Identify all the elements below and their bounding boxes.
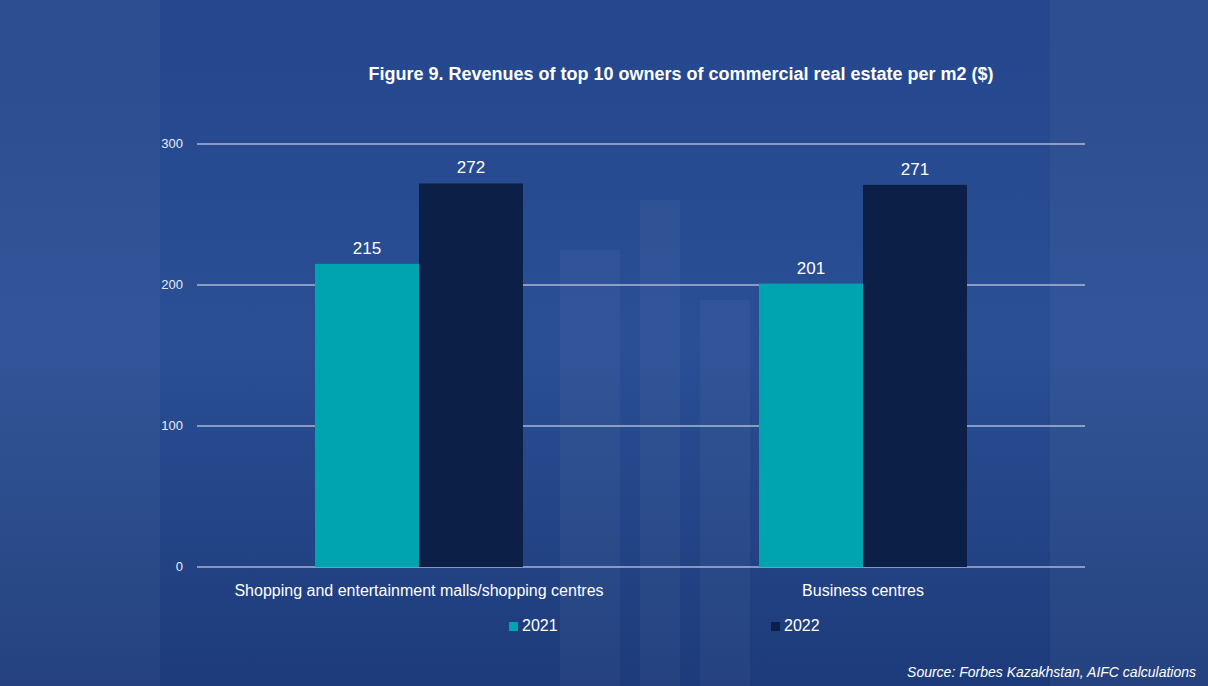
text-line: Shopping and entertainment malls/shoppin… — [234, 582, 603, 599]
bar — [419, 183, 523, 567]
text-line: Figure 9. Revenues of top 10 owners of c… — [368, 64, 993, 84]
data-label: 272 — [457, 158, 485, 177]
grid-line — [197, 144, 1085, 145]
background-building — [1050, 0, 1208, 686]
legend-swatch — [771, 622, 780, 631]
data-label: 271 — [901, 160, 929, 179]
legend-swatch — [509, 622, 518, 631]
bar — [315, 264, 419, 567]
y-tick-label: 200 — [161, 277, 183, 292]
bar — [863, 185, 967, 567]
legend-label: 2022 — [784, 617, 820, 634]
title: Figure 9. Revenues of top 10 owners of c… — [368, 64, 993, 84]
background-building — [0, 0, 160, 686]
data-labels: 215 201 272 271 — [353, 158, 929, 277]
data-label: 215 — [353, 239, 381, 258]
x-tick-label: Shopping and entertainment malls/shoppin… — [234, 582, 603, 599]
legend-label: 2021 — [522, 617, 558, 634]
y-tick-label: 300 — [161, 136, 183, 151]
data-label: 201 — [797, 259, 825, 278]
y-tick-label: 100 — [161, 418, 183, 433]
background — [0, 0, 1208, 686]
source: Source: Forbes Kazakhstan, AIFC calculat… — [907, 664, 1196, 680]
chart: Figure 9. Revenues of top 10 owners of c… — [0, 0, 1208, 686]
background-building — [700, 300, 750, 686]
text-line: Business centres — [802, 582, 924, 599]
background-building — [640, 200, 680, 686]
y-tick-label: 0 — [176, 559, 183, 574]
background-building — [560, 250, 620, 686]
bars — [315, 183, 967, 567]
x-tick-label: Business centres — [802, 582, 924, 599]
bar — [759, 284, 863, 567]
